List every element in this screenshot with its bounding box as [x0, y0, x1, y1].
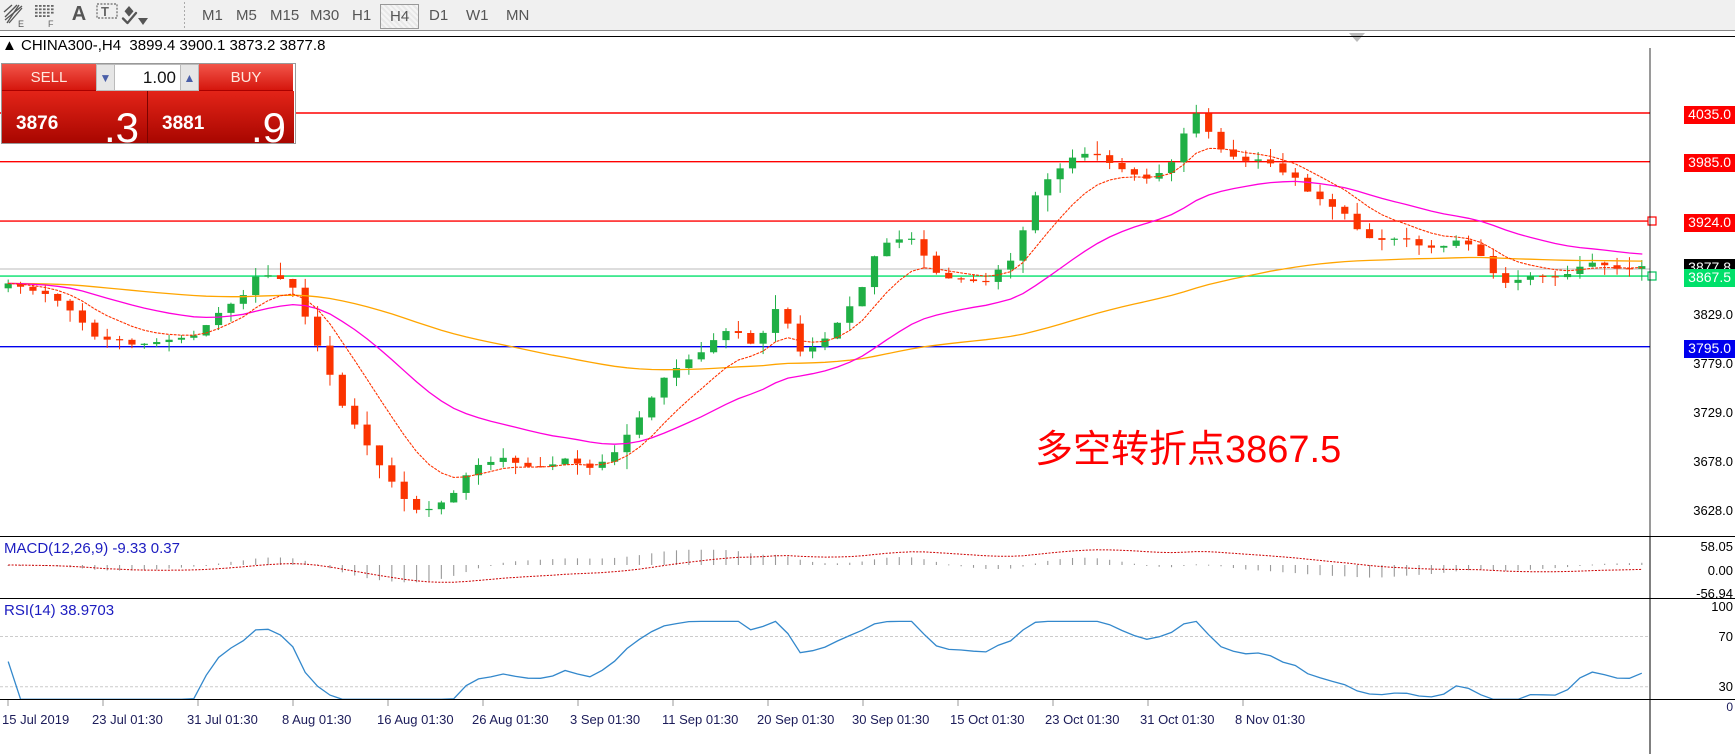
svg-text:T: T	[101, 4, 109, 19]
svg-text:E: E	[18, 19, 24, 29]
svg-text:F: F	[48, 19, 54, 29]
